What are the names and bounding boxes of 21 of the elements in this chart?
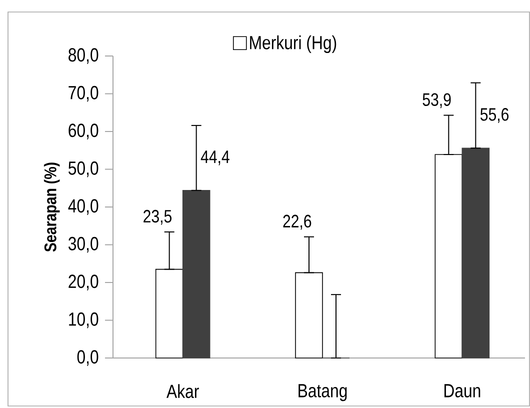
x-tick-label: Batang (298, 384, 347, 402)
y-tick-label: 40,0 (68, 199, 98, 215)
y-tick-label: 30,0 (68, 236, 98, 253)
bar (182, 190, 210, 358)
data-label: 23,5 (144, 210, 172, 225)
y-tick-label: 0,0 (77, 350, 98, 366)
data-label: 53,9 (422, 93, 451, 108)
data-label: 44,4 (200, 150, 230, 166)
legend-label: Merkuri (Hg) (250, 35, 336, 54)
y-tick-label: 80,0 (68, 48, 98, 64)
data-label: 55,6 (480, 108, 509, 123)
y-tick-label: 10,0 (69, 312, 98, 328)
data-label: 22,6 (283, 214, 312, 230)
x-tick-label: Daun (444, 384, 480, 398)
bar (462, 148, 490, 358)
x-tick-label: Akar (166, 384, 199, 398)
y-axis-title: Searapan (%) (44, 162, 60, 252)
y-tick-label: 50,0 (68, 161, 98, 178)
y-tick-label: 60,0 (68, 124, 98, 140)
y-tick-label: 70,0 (68, 86, 98, 102)
y-tick-label: 20,0 (68, 274, 98, 290)
